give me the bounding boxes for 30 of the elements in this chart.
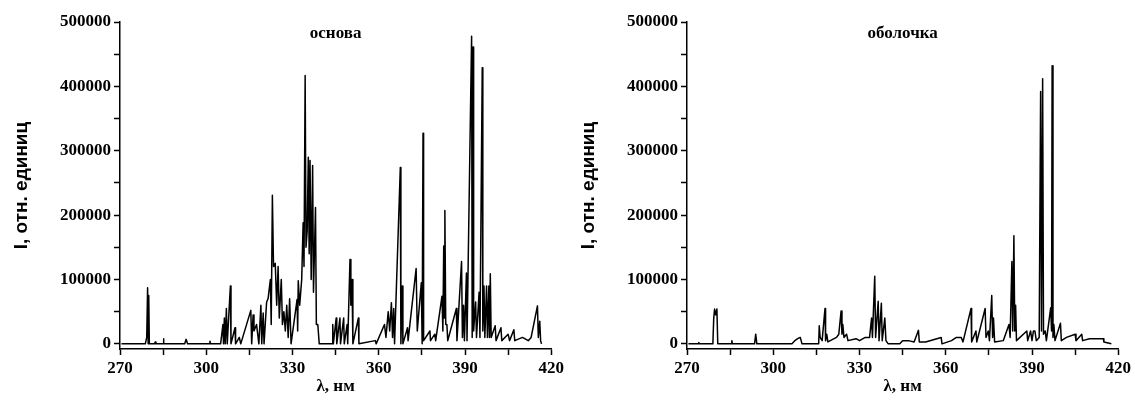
y-tick-label: 400000 — [60, 75, 111, 95]
x-tick-label: 420 — [1105, 357, 1131, 377]
y-tick-label: 0 — [669, 333, 678, 353]
x-tick-label: 270 — [674, 357, 700, 377]
x-tick-label: 330 — [279, 357, 306, 377]
y-tick-label: 400000 — [627, 75, 678, 95]
y-axis-title: I, отн. единиц — [576, 121, 598, 250]
x-tick-label: 270 — [107, 357, 133, 377]
x-tick-label: 360 — [933, 357, 959, 377]
y-tick-label: 300000 — [60, 140, 111, 160]
x-tick-label: 330 — [846, 357, 873, 377]
y-tick-label: 0 — [102, 333, 111, 353]
y-tick-label: 100000 — [627, 268, 678, 288]
x-tick-label: 390 — [1019, 357, 1045, 377]
chart-title: основа — [309, 23, 362, 43]
y-tick-label: 300000 — [627, 140, 678, 160]
x-tick-label: 300 — [760, 357, 786, 377]
y-tick-label: 500000 — [60, 11, 111, 31]
x-axis-title: λ, нм — [883, 376, 923, 396]
x-tick-label: 390 — [452, 357, 478, 377]
y-tick-label: 200000 — [60, 204, 111, 224]
x-tick-label: 360 — [366, 357, 392, 377]
chart-title: оболочка — [867, 23, 939, 43]
y-axis-title: I, отн. единиц — [9, 121, 31, 250]
y-tick-label: 100000 — [60, 268, 111, 288]
x-tick-label: 300 — [193, 357, 219, 377]
x-tick-label: 420 — [538, 357, 564, 377]
y-tick-label: 500000 — [627, 11, 678, 31]
y-tick-label: 200000 — [627, 204, 678, 224]
x-axis-title: λ, нм — [316, 376, 356, 396]
